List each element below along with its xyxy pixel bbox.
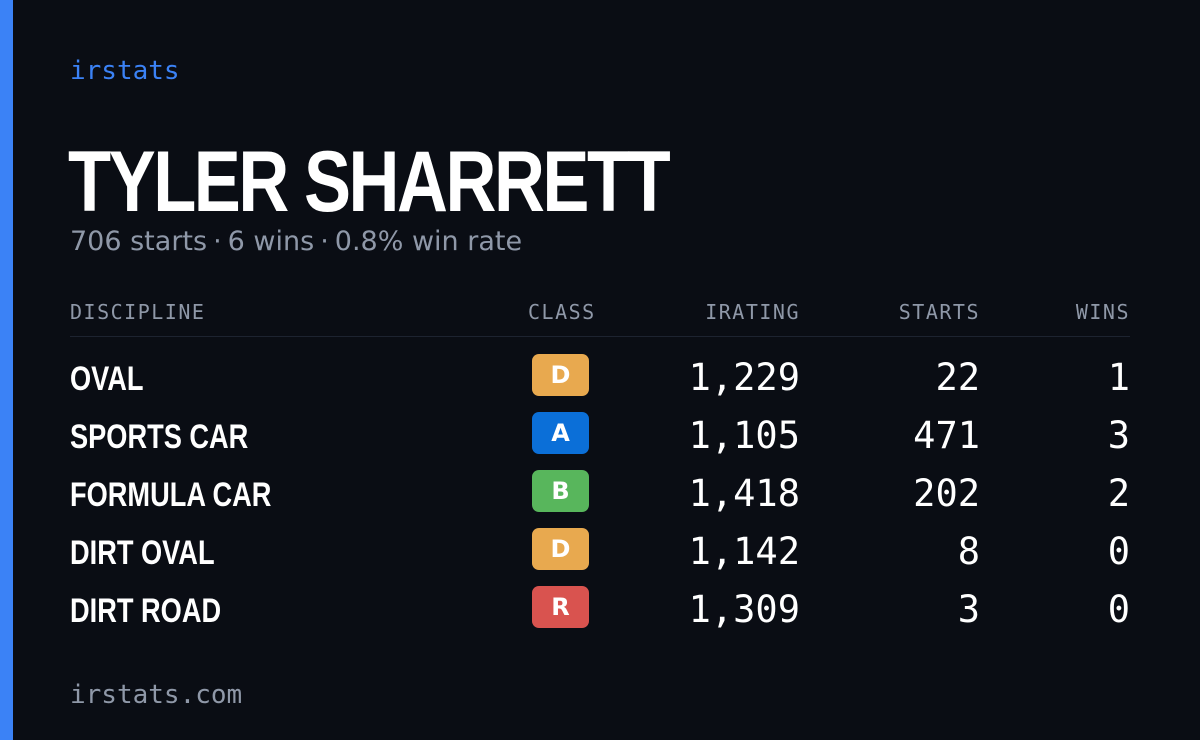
summary-win-rate: 0.8% win rate [334, 226, 523, 257]
wins-value: 0 [1107, 588, 1130, 631]
header-discipline: DISCIPLINE [70, 300, 206, 324]
discipline-name: DIRT ROAD [70, 592, 222, 630]
header-starts: STARTS [898, 300, 980, 324]
summary-separator: · [320, 226, 329, 257]
class-badge: D [532, 354, 589, 396]
irating-value: 1,229 [688, 356, 800, 399]
irating-value: 1,418 [688, 472, 800, 515]
table-row: SPORTS CAR A 1,105 471 3 [0, 412, 1200, 470]
starts-value: 8 [957, 530, 980, 573]
footer-url[interactable]: irstats.com [70, 680, 243, 710]
table-row: FORMULA CAR B 1,418 202 2 [0, 470, 1200, 528]
summary-wins: 6 wins [227, 226, 315, 257]
wins-value: 1 [1107, 356, 1130, 399]
header-divider [70, 336, 1130, 337]
summary-starts: 706 starts [70, 226, 208, 257]
table-row: DIRT ROAD R 1,309 3 0 [0, 586, 1200, 644]
header-irating: IRATING [705, 300, 800, 324]
discipline-name: SPORTS CAR [70, 418, 249, 456]
starts-value: 3 [957, 588, 980, 631]
irating-value: 1,105 [688, 414, 800, 457]
class-badge: B [532, 470, 589, 512]
table-row: OVAL D 1,229 22 1 [0, 354, 1200, 412]
discipline-name: OVAL [70, 360, 144, 398]
wins-value: 0 [1107, 530, 1130, 573]
class-badge: R [532, 586, 589, 628]
discipline-name: DIRT OVAL [70, 534, 215, 572]
wins-value: 3 [1107, 414, 1130, 457]
wins-value: 2 [1107, 472, 1130, 515]
irating-value: 1,309 [688, 588, 800, 631]
brand-logo: irstats [70, 56, 180, 86]
discipline-name: FORMULA CAR [70, 476, 272, 514]
starts-value: 471 [913, 414, 980, 457]
driver-name: TYLER SHARRETT [68, 134, 671, 230]
header-wins: WINS [1075, 300, 1130, 324]
starts-value: 202 [913, 472, 980, 515]
table-row: DIRT OVAL D 1,142 8 0 [0, 528, 1200, 586]
summary-separator: · [213, 226, 222, 257]
class-badge: D [532, 528, 589, 570]
driver-summary: 706 starts · 6 wins · 0.8% win rate [70, 226, 522, 257]
header-class: CLASS [528, 300, 596, 324]
starts-value: 22 [935, 356, 980, 399]
irating-value: 1,142 [688, 530, 800, 573]
accent-bar [0, 0, 13, 740]
class-badge: A [532, 412, 589, 454]
